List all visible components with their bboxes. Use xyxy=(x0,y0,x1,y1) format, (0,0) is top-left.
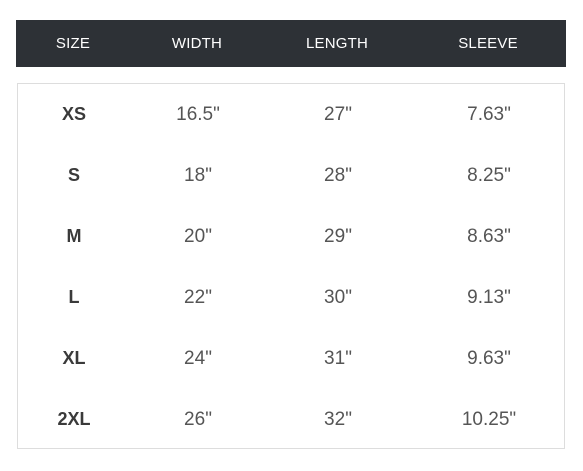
length-cell: 28" xyxy=(324,165,352,186)
size-cell: L xyxy=(68,287,80,307)
table-row: XS 16.5" 27" 7.63" xyxy=(18,84,564,145)
sleeve-cell: 8.25" xyxy=(467,165,511,186)
size-cell: XS xyxy=(61,104,87,124)
table-row: L 22" 30" 9.13" xyxy=(18,267,564,328)
size-cell: M xyxy=(66,226,82,246)
width-cell: 20" xyxy=(184,226,212,247)
sleeve-cell: 9.63" xyxy=(467,348,511,369)
width-cell: 16.5" xyxy=(176,104,220,125)
length-cell: 29" xyxy=(324,226,352,247)
length-cell: 32" xyxy=(324,409,352,430)
size-cell: XL xyxy=(62,348,86,368)
table-row: M 20" 29" 8.63" xyxy=(18,206,564,267)
length-cell: 30" xyxy=(324,287,352,308)
size-chart-header: SIZE WIDTH LENGTH SLEEVE xyxy=(16,20,566,67)
width-cell: 18" xyxy=(184,165,212,186)
sleeve-cell: 8.63" xyxy=(467,226,511,247)
table-row: S 18" 28" 8.25" xyxy=(18,145,564,206)
header-length: LENGTH xyxy=(305,35,369,52)
table-row: 2XL 26" 32" 10.25" xyxy=(18,389,564,450)
length-cell: 31" xyxy=(324,348,352,369)
sleeve-cell: 9.13" xyxy=(467,287,511,308)
header-size: SIZE xyxy=(55,35,91,52)
size-cell: S xyxy=(67,165,81,185)
header-width: WIDTH xyxy=(171,35,223,52)
sleeve-cell: 10.25" xyxy=(461,409,517,430)
table-row: XL 24" 31" 9.63" xyxy=(18,328,564,389)
header-sleeve: SLEEVE xyxy=(458,35,518,52)
size-cell: 2XL xyxy=(57,409,91,429)
width-cell: 26" xyxy=(184,409,212,430)
length-cell: 27" xyxy=(324,104,352,125)
width-cell: 24" xyxy=(184,348,212,369)
width-cell: 22" xyxy=(184,287,212,308)
sleeve-cell: 7.63" xyxy=(467,104,511,125)
size-chart-body: XS 16.5" 27" 7.63" S 18" 28" 8.25" M 20"… xyxy=(17,83,565,449)
